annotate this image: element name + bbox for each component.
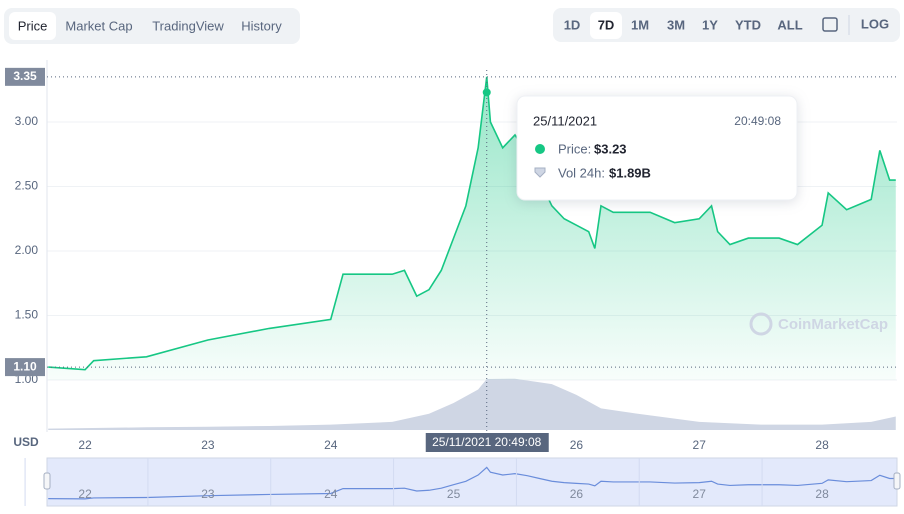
navigator-tick-label: 25 [447,487,461,501]
range-tab[interactable]: 1D [564,17,581,32]
navigator-line [48,466,896,500]
legend-dot [535,144,545,154]
range-tab[interactable]: YTD [735,17,761,32]
log-toggle[interactable]: LOG [861,16,889,31]
range-tab[interactable]: ALL [777,17,802,32]
navigator-tick-label: 22 [78,487,92,501]
range-tab[interactable]: 3M [667,17,685,32]
watermark-logo [749,312,773,336]
x-tick-label: 23 [201,438,215,452]
view-tab[interactable]: Price [18,18,48,33]
range-tab[interactable]: 1Y [702,17,718,32]
navigator-tick-label: 27 [693,487,707,501]
range-tabs [553,8,900,42]
y-unit: USD [13,435,39,449]
tooltip-price-label: Price: [558,141,591,156]
reference-label: 1.10 [13,359,37,373]
tooltip-date: 25/11/2021 [533,113,597,128]
y-tick-label: 3.00 [15,114,39,128]
range-tab[interactable]: 7D [598,17,615,32]
navigator-tick-label: 28 [815,487,829,501]
tab-active [590,12,622,39]
price-area [48,76,896,380]
crosshair-label: 25/11/2021 20:49:08 [432,435,542,449]
tooltip-volume: $1.89B [609,165,651,180]
view-tabs [4,8,300,44]
tooltip-price: $3.23 [594,141,627,156]
legend-shield [534,167,546,178]
view-tab[interactable]: TradingView [152,18,224,33]
tooltip-time: 20:49:08 [734,114,781,128]
price-line [48,76,896,371]
x-tick-label: 27 [693,438,707,452]
navigator-tick-label: 26 [570,487,584,501]
calendar-icon[interactable] [822,17,838,32]
x-tick-label: 28 [815,438,829,452]
x-tick-label: 26 [570,438,584,452]
hover-point [482,88,491,97]
view-tab[interactable]: History [241,18,282,33]
crosshair-badge [425,433,549,452]
navigator-tick-label: 23 [201,487,215,501]
y-tick-label: 2.50 [15,179,39,193]
reference-badge [5,67,45,86]
y-tick-label: 2.00 [15,243,39,257]
navigator-handle[interactable] [43,472,51,490]
x-tick-label: 22 [78,438,92,452]
navigator-tick-label: 24 [324,487,338,501]
watermark: CoinMarketCap [778,316,888,333]
y-tick-label: 1.50 [15,308,39,322]
x-tick-label: 24 [324,438,338,452]
view-tab[interactable]: Market Cap [65,18,132,33]
tooltip-volume-label: Vol 24h: [558,165,605,180]
tab-active [9,12,56,40]
navigator-handle[interactable] [893,472,901,490]
range-tab[interactable]: 1M [631,17,649,32]
reference-badge [5,358,45,377]
navigator [46,457,898,507]
volume-area [48,378,896,430]
reference-label: 3.35 [13,69,37,83]
tooltip [516,95,798,201]
